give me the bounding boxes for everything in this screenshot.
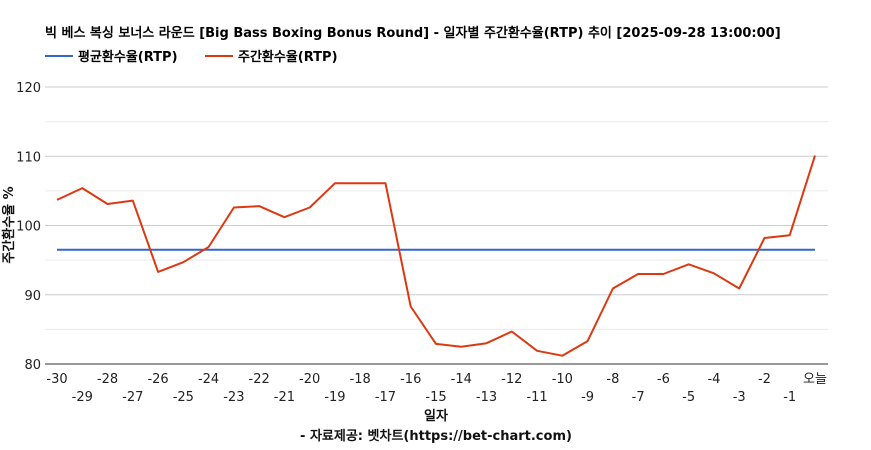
y-axis-label: 주간환수율 % [1, 186, 17, 263]
x-tick-label: -7 [632, 390, 645, 405]
x-tick-label: -6 [657, 372, 670, 387]
x-tick-label: -12 [501, 372, 522, 387]
gridlines [45, 86, 828, 365]
x-axis-ticks: -30-29-28-27-26-25-24-23-22-21-20-19-18-… [46, 372, 827, 405]
x-tick-label: -16 [400, 372, 421, 387]
y-tick-label: 120 [16, 81, 41, 96]
legend: 평균환수율(RTP) 주간환수율(RTP) [45, 49, 338, 65]
x-tick-label: -4 [707, 372, 720, 387]
series-line-1 [56, 155, 816, 357]
x-tick-label: -8 [606, 372, 619, 387]
x-tick-label: -18 [350, 372, 371, 387]
y-tick-label: 80 [24, 358, 41, 373]
y-axis-ticks: 80 90 100 110 120 [16, 81, 41, 373]
x-tick-label: -28 [97, 372, 118, 387]
x-tick-label: -29 [72, 390, 93, 405]
x-tick-label: -9 [581, 390, 594, 405]
x-tick-label: 오늘 [803, 372, 827, 387]
x-tick-label: -15 [425, 390, 446, 405]
x-tick-label: -20 [299, 372, 320, 387]
x-tick-label: -17 [375, 390, 396, 405]
y-tick-label: 90 [24, 289, 41, 304]
legend-label-weekly: 주간환수율(RTP) [238, 49, 338, 65]
x-tick-label: -26 [147, 372, 168, 387]
x-axis-label: 일자 [424, 409, 448, 424]
x-tick-label: -11 [526, 390, 547, 405]
series-lines [56, 155, 816, 357]
x-tick-label: -2 [758, 372, 771, 387]
x-tick-label: -14 [451, 372, 472, 387]
chart-title: 빅 베스 복싱 보너스 라운드 [Big Bass Boxing Bonus R… [45, 25, 781, 41]
x-tick-label: -19 [324, 390, 345, 405]
x-tick-label: -3 [733, 390, 746, 405]
x-tick-label: -24 [198, 372, 219, 387]
x-tick-label: -22 [249, 372, 270, 387]
x-tick-label: -1 [783, 390, 796, 405]
x-tick-label: -25 [173, 390, 194, 405]
y-tick-label: 110 [16, 150, 41, 165]
x-tick-label: -5 [682, 390, 695, 405]
x-tick-label: -10 [552, 372, 573, 387]
source-credit: - 자료제공: 벳차트(https://bet-chart.com) [300, 428, 572, 444]
x-tick-label: -13 [476, 390, 497, 405]
x-tick-label: -23 [223, 390, 244, 405]
x-tick-label: -30 [46, 372, 67, 387]
y-tick-label: 100 [16, 220, 41, 235]
legend-label-avg: 평균환수율(RTP) [78, 49, 178, 65]
x-tick-label: -21 [274, 390, 295, 405]
x-tick-label: -27 [122, 390, 143, 405]
